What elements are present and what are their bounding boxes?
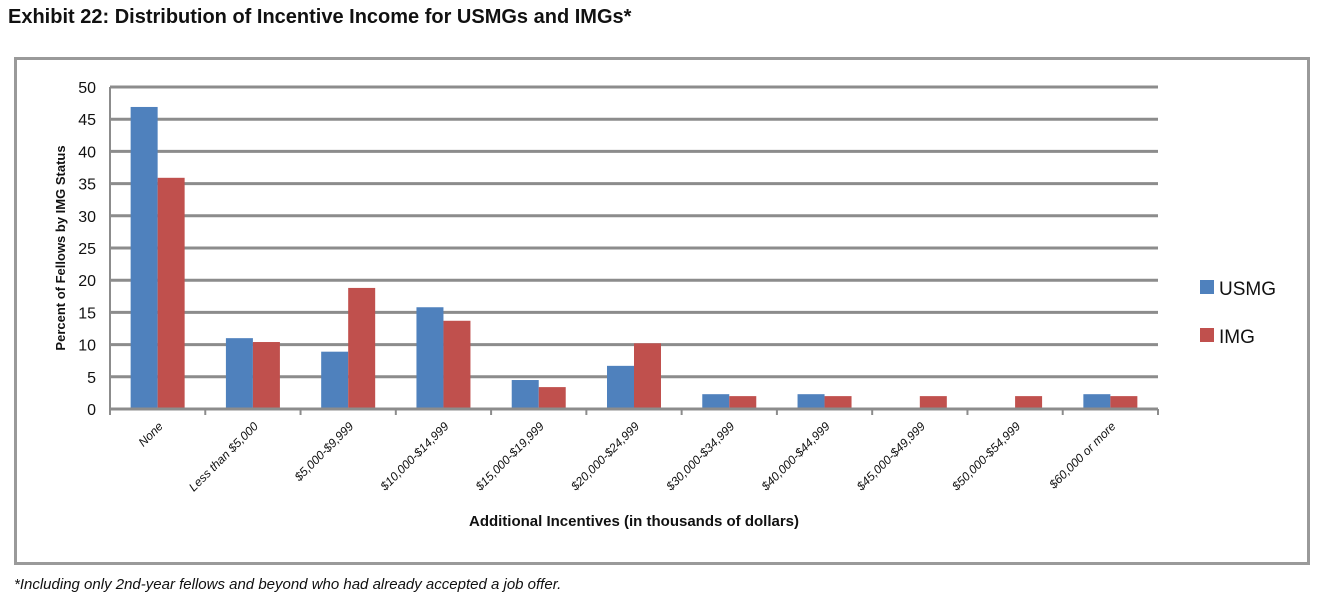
bar-img — [157, 177, 185, 409]
bar-img — [538, 387, 566, 409]
y-tick-label: 45 — [78, 112, 96, 129]
x-axis-title: Additional Incentives (in thousands of d… — [469, 513, 799, 530]
chart-frame — [14, 57, 1310, 565]
bar-usmg — [416, 307, 444, 409]
y-axis-title: Percent of Fellows by IMG Status — [53, 145, 68, 350]
exhibit-title: Exhibit 22: Distribution of Incentive In… — [8, 6, 632, 28]
footnote: *Including only 2nd-year fellows and bey… — [14, 576, 562, 593]
bar-img — [634, 343, 661, 409]
y-tick-label: 50 — [78, 80, 96, 97]
bar-img — [252, 342, 280, 409]
legend-swatch-usmg — [1200, 280, 1214, 294]
x-tick-label: $5,000-$9,999 — [291, 419, 357, 485]
bar-usmg — [797, 394, 825, 409]
bar-img — [348, 287, 376, 409]
bar-img — [729, 396, 757, 409]
bar-img — [824, 396, 852, 409]
legend-label-img: IMG — [1219, 327, 1255, 348]
x-tick-label: $30,000-$34,999 — [663, 419, 738, 494]
bar-usmg — [225, 338, 253, 409]
y-tick-label: 35 — [78, 177, 96, 194]
y-tick-label: 25 — [78, 241, 96, 258]
bar-img — [919, 396, 947, 409]
y-tick-label: 30 — [78, 209, 96, 226]
x-tick-label: None — [136, 419, 166, 449]
bar-img — [443, 320, 471, 409]
y-tick-label: 40 — [78, 144, 96, 161]
x-tick-label: $20,000-$24,999 — [567, 419, 642, 494]
bar-img — [1015, 396, 1043, 409]
bar-usmg — [607, 365, 634, 409]
bar-usmg — [511, 380, 539, 409]
x-tick-label: $60,000 or more — [1046, 419, 1119, 492]
y-tick-label: 20 — [78, 273, 96, 290]
legend-label-usmg: USMG — [1219, 279, 1276, 300]
x-tick-label: Less than $5,000 — [186, 419, 261, 494]
x-tick-label: $15,000-$19,999 — [472, 419, 547, 494]
y-tick-label: 10 — [78, 338, 96, 355]
bar-img — [1110, 396, 1138, 409]
y-tick-label: 5 — [87, 370, 96, 387]
bar-usmg — [702, 394, 730, 409]
bar-usmg — [130, 106, 158, 410]
legend-swatch-img — [1200, 328, 1214, 342]
bar-usmg — [1083, 394, 1111, 409]
x-tick-label: $45,000-$49,999 — [853, 419, 928, 494]
x-tick-label: $10,000-$14,999 — [377, 419, 452, 494]
x-tick-label: $50,000-$54,999 — [948, 419, 1023, 494]
x-tick-label: $40,000-$44,999 — [758, 419, 833, 494]
bar-usmg — [321, 351, 349, 409]
y-tick-label: 15 — [78, 305, 96, 322]
y-tick-label: 0 — [87, 402, 96, 419]
